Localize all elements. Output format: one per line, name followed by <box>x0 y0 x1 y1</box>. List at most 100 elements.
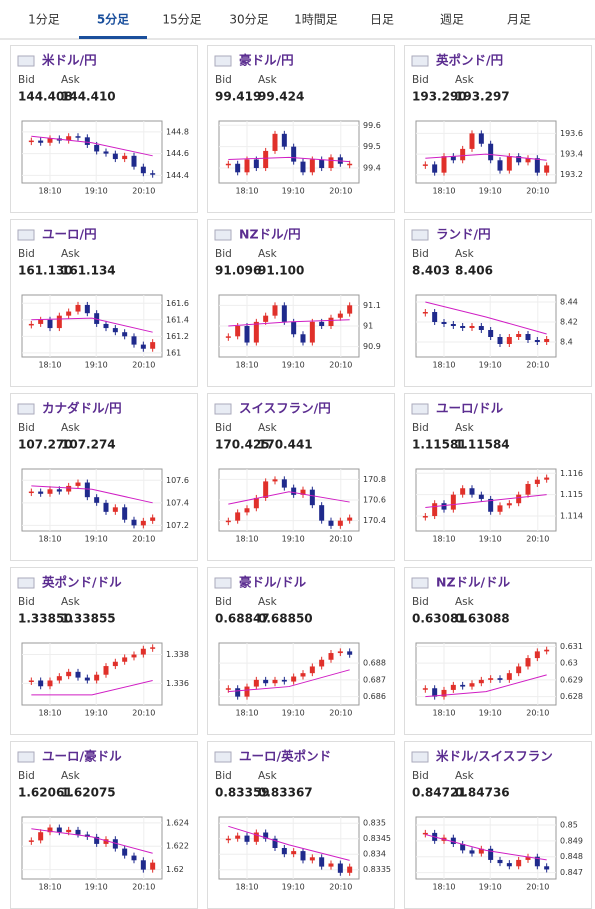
pair-name[interactable]: 米ドル/円 <box>41 53 97 68</box>
y-tick-label: 0.847 <box>560 868 583 877</box>
card[interactable] <box>10 45 198 213</box>
bid-value: 170.425 <box>215 438 270 452</box>
candle <box>291 321 297 335</box>
card[interactable] <box>207 219 395 387</box>
candle <box>309 321 315 343</box>
pair-name[interactable]: 豪ドル/円 <box>239 53 294 68</box>
candle <box>28 323 34 326</box>
ask-value: 0.63088 <box>455 612 510 626</box>
card[interactable] <box>207 567 395 735</box>
candle <box>235 688 241 697</box>
x-tick-label: 19:10 <box>479 361 502 370</box>
active-tab-underline <box>79 36 147 39</box>
tab[interactable]: 1分足 <box>28 13 60 27</box>
x-tick-label: 18:10 <box>38 535 61 544</box>
tab[interactable]: 15分足 <box>162 13 201 27</box>
card[interactable] <box>207 393 395 561</box>
y-tick-label: 8.4 <box>560 338 573 347</box>
candle <box>281 479 287 488</box>
x-tick-label: 20:10 <box>329 361 352 370</box>
tab[interactable]: 月足 <box>507 13 531 27</box>
candle <box>516 494 522 504</box>
candle <box>497 859 503 864</box>
candle <box>56 676 62 681</box>
pair-name[interactable]: NZドル/ドル <box>436 575 511 590</box>
candle <box>516 666 522 674</box>
x-tick-label: 20:10 <box>526 361 549 370</box>
candle <box>28 140 34 143</box>
moving-average <box>425 494 547 508</box>
card[interactable] <box>404 45 592 213</box>
tab[interactable]: 30分足 <box>229 13 268 27</box>
pair-name[interactable]: ランド/円 <box>436 227 491 242</box>
pair-name[interactable]: ユーロ/英ポンド <box>239 749 331 764</box>
card[interactable] <box>10 393 198 561</box>
candle <box>347 305 353 314</box>
card[interactable] <box>404 393 592 561</box>
pair-name[interactable]: ユーロ/円 <box>42 227 97 242</box>
x-tick-label: 20:10 <box>526 709 549 718</box>
x-tick-label: 18:10 <box>235 187 258 196</box>
y-tick-label: 1.116 <box>560 469 583 478</box>
tab[interactable]: 週足 <box>440 13 464 27</box>
x-tick-label: 19:10 <box>85 883 108 892</box>
pair-name[interactable]: NZドル/円 <box>239 227 301 242</box>
pair-name[interactable]: 米ドル/スイスフラン <box>435 749 553 764</box>
x-tick-label: 19:10 <box>85 361 108 370</box>
candle <box>432 688 438 697</box>
card[interactable] <box>207 741 395 909</box>
bid-value: 1.33850 <box>18 612 73 626</box>
candle <box>131 855 137 861</box>
candle <box>122 332 128 337</box>
y-tick-label: 144.8 <box>166 127 189 136</box>
tab[interactable]: 5分足 <box>97 12 129 27</box>
candle <box>47 827 53 833</box>
candle <box>225 688 231 690</box>
bid-value: 99.419 <box>215 90 261 104</box>
pair-name[interactable]: ユーロ/豪ドル <box>42 749 122 764</box>
candle <box>235 326 241 337</box>
pair-name[interactable]: 豪ドル/ドル <box>239 575 307 590</box>
plot-frame <box>21 468 163 532</box>
pair-name[interactable]: 英ポンド/円 <box>436 53 503 68</box>
bid-label: Bid <box>18 74 35 86</box>
candle <box>38 832 44 841</box>
flag <box>17 55 35 67</box>
flag <box>214 229 232 241</box>
x-tick-label: 18:10 <box>38 361 61 370</box>
card[interactable] <box>207 45 395 213</box>
pair-name[interactable]: スイスフラン/円 <box>239 401 331 416</box>
moving-average <box>425 153 547 161</box>
moving-average <box>31 485 153 504</box>
y-tick-label: 0.85 <box>560 820 578 829</box>
y-tick-label: 193.6 <box>560 129 583 138</box>
ask-value: 161.134 <box>61 264 116 278</box>
candle <box>66 829 72 833</box>
y-tick-label: 170.4 <box>363 516 386 525</box>
card[interactable] <box>10 567 198 735</box>
moving-average <box>228 669 350 693</box>
card[interactable] <box>10 741 198 909</box>
pair-name[interactable]: 英ポンド/ドル <box>42 575 122 590</box>
y-tick-label: 0.63 <box>560 659 578 668</box>
tab[interactable]: 日足 <box>370 13 394 27</box>
flag <box>17 577 35 589</box>
card[interactable] <box>404 219 592 387</box>
candle <box>84 482 90 498</box>
bid-label: Bid <box>215 770 232 782</box>
tab[interactable]: 1時間足 <box>294 13 338 27</box>
pair-name[interactable]: カナダドル/円 <box>42 401 122 416</box>
candle <box>291 676 297 682</box>
ask-value: 0.68850 <box>258 612 313 626</box>
candle <box>263 832 269 839</box>
x-tick-label: 18:10 <box>38 709 61 718</box>
candle <box>506 156 512 171</box>
pair-name[interactable]: ユーロ/ドル <box>436 401 504 416</box>
plot-frame <box>21 120 163 184</box>
candle <box>328 157 334 169</box>
flag <box>214 403 232 415</box>
y-tick-label: 99.5 <box>363 142 381 151</box>
card[interactable] <box>404 567 592 735</box>
candle <box>478 326 484 330</box>
